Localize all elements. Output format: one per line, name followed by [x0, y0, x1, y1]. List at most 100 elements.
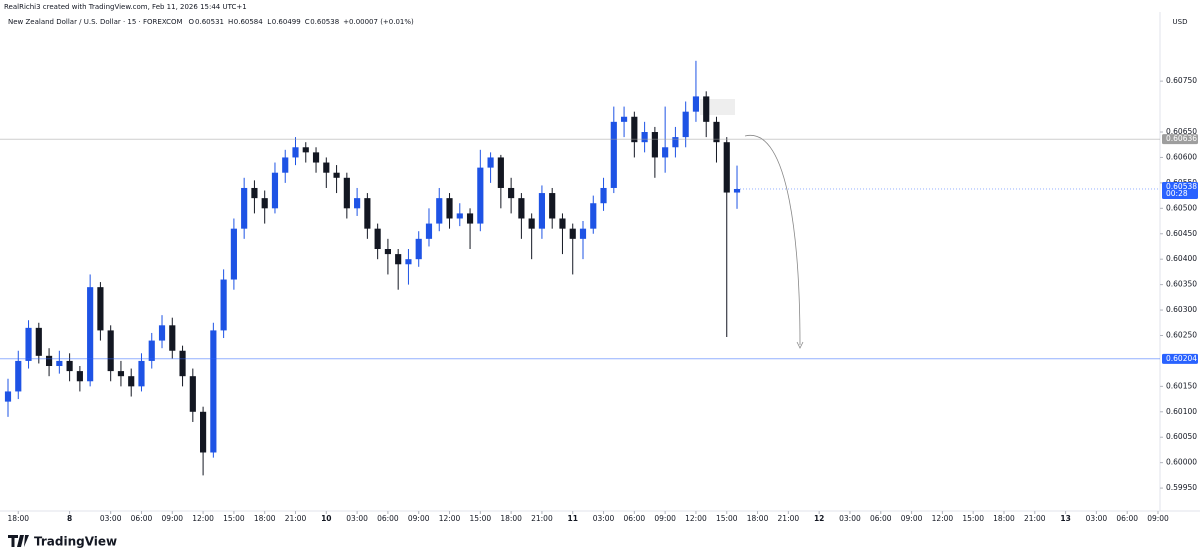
candle-body	[672, 137, 679, 148]
candle-body	[703, 96, 710, 122]
y-tick-label: 0.60500	[1166, 203, 1197, 212]
candle-body	[271, 172, 279, 209]
candle-body	[45, 355, 53, 367]
x-tick-label: 03:00	[1086, 514, 1108, 523]
candle-body	[343, 177, 350, 209]
candle-body	[538, 193, 546, 229]
candle-body	[25, 327, 32, 361]
candle-body	[477, 167, 484, 224]
level-tag	[1162, 353, 1198, 364]
candle-body	[374, 228, 381, 250]
x-tick-label: 12:00	[192, 514, 214, 523]
y-tick-label: 0.60050	[1166, 432, 1197, 441]
ohlc-label: H	[228, 18, 233, 26]
candle-body	[713, 121, 720, 143]
candle-body	[302, 147, 309, 153]
x-tick-label: 15:00	[470, 514, 492, 523]
x-tick-label: 8	[67, 514, 72, 523]
x-tick-label: 06:00	[624, 514, 646, 523]
candle-body	[189, 376, 196, 412]
x-tick-label: 12:00	[685, 514, 707, 523]
candle-body	[456, 213, 463, 219]
candle-body	[179, 350, 186, 377]
candle-body	[723, 142, 730, 193]
ohlc-label: L	[267, 18, 271, 26]
x-tick-label: 06:00	[377, 514, 399, 523]
candle-body	[631, 116, 638, 143]
y-tick-label: 0.60400	[1166, 254, 1197, 263]
level-label: 0.60204	[1166, 354, 1197, 363]
candle-body	[87, 287, 94, 382]
candle-body	[549, 193, 556, 219]
level-label: 0.60636	[1166, 134, 1197, 143]
x-tick-label: 21:00	[285, 514, 307, 523]
candle-body	[230, 228, 237, 280]
y-tick-label: 0.59950	[1166, 483, 1197, 492]
x-tick-label: 15:00	[223, 514, 245, 523]
change: +0.00007 (+0.01%)	[343, 18, 414, 26]
x-tick-label: 12	[814, 514, 824, 523]
candle-body	[395, 254, 402, 265]
candle-body	[579, 228, 587, 239]
ohlc-value: 0.60499	[272, 18, 301, 26]
candle-body	[158, 325, 166, 341]
candle-body	[415, 238, 422, 260]
candle-body	[333, 172, 340, 178]
candle-body	[97, 287, 104, 331]
y-tick-label: 0.60650	[1166, 127, 1197, 136]
candle-body	[169, 325, 176, 351]
y-tick-label: 0.60300	[1166, 305, 1197, 314]
candle-body	[641, 132, 648, 143]
candle-body	[528, 218, 535, 229]
arrow	[744, 135, 801, 346]
y-tick-label: 0.60750	[1166, 76, 1197, 85]
candle-body	[107, 330, 114, 372]
candle-body	[497, 157, 504, 188]
candle-body	[620, 116, 628, 122]
candle-body	[241, 187, 248, 229]
ohlc-label: O	[189, 18, 195, 26]
x-tick-label: 03:00	[593, 514, 615, 523]
candle-body	[292, 147, 299, 158]
y-tick-label: 0.60150	[1166, 381, 1197, 390]
ohlc-label: C	[305, 18, 310, 26]
x-tick-label: 03:00	[346, 514, 368, 523]
candle-body	[56, 360, 63, 367]
candle-body	[600, 187, 607, 204]
x-tick-label: 06:00	[131, 514, 153, 523]
candle-body	[559, 218, 566, 229]
x-tick-label: 21:00	[778, 514, 800, 523]
candle-body	[682, 111, 689, 138]
candle-body	[364, 198, 371, 229]
candle-body	[354, 198, 361, 209]
candle-body	[4, 391, 12, 402]
x-tick-label: 09:00	[654, 514, 676, 523]
x-tick-label: 13	[1060, 514, 1070, 523]
candle-body	[508, 187, 515, 199]
y-tick-label: 0.60000	[1166, 458, 1197, 467]
candle-body	[35, 327, 42, 356]
symbol: New Zealand Dollar / U.S. Dollar · 15 · …	[8, 18, 183, 26]
candle-body	[425, 223, 433, 239]
price-tag	[1162, 181, 1198, 199]
x-tick-label: 10	[321, 514, 331, 523]
candle-body	[733, 188, 741, 193]
logo: TradingView	[34, 535, 117, 549]
candle-body	[651, 132, 658, 158]
x-tick-label: 11	[568, 514, 578, 523]
x-tick-label: 09:00	[408, 514, 430, 523]
candle-body	[282, 157, 289, 173]
x-tick-label: 21:00	[531, 514, 553, 523]
y-tick-label: 0.60100	[1166, 407, 1197, 416]
x-tick-label: 18:00	[500, 514, 522, 523]
x-tick-label: 18:00	[254, 514, 276, 523]
x-tick-label: 03:00	[100, 514, 122, 523]
x-tick-label: 09:00	[161, 514, 183, 523]
x-tick-label: 12:00	[932, 514, 954, 523]
ohlc-value: 0.60584	[234, 18, 263, 26]
candle-body	[610, 121, 617, 188]
x-tick-label: 18:00	[747, 514, 769, 523]
candle-body	[200, 411, 207, 453]
x-tick-label: 18:00	[993, 514, 1015, 523]
